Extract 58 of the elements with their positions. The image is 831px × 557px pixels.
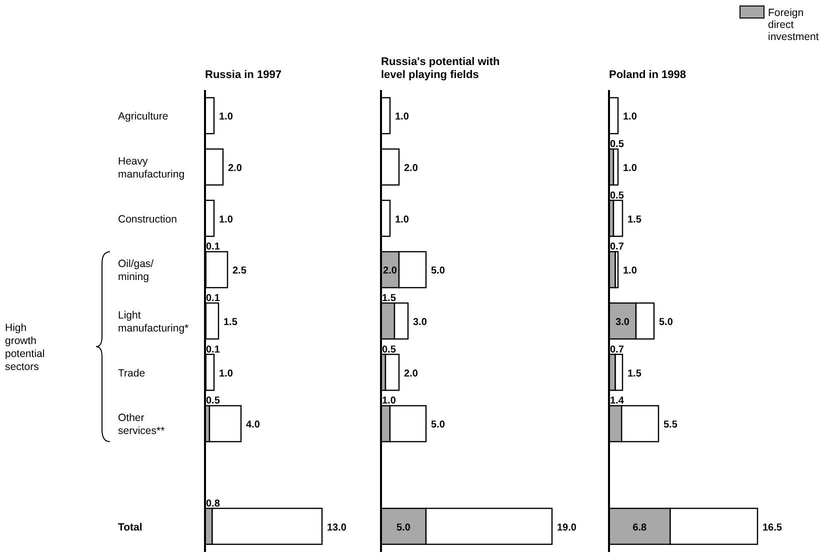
total-label: 5.5 (664, 420, 678, 431)
data-label: 0.5 (206, 396, 220, 407)
bar (208, 405, 242, 442)
total-label: 2.5 (232, 266, 247, 277)
y-tick-label: Heavy manufacturing (118, 156, 185, 180)
total-label: 13.0 (327, 522, 347, 534)
data-label: 6.8 (632, 522, 647, 534)
chart-title: Russia's potential with level playing fields (381, 56, 500, 81)
y-tick-label: Total (118, 521, 142, 534)
total-label: 2.0 (228, 163, 242, 174)
data-label: 1.5 (382, 293, 396, 304)
total-label: 5.0 (431, 266, 446, 277)
total-label: 1.0 (623, 266, 638, 277)
total-label: 4.0 (246, 420, 260, 431)
data-label: 2.0 (383, 266, 398, 277)
data-label: 0.5 (610, 190, 624, 202)
data-label: 5.0 (396, 522, 411, 534)
total-label: 1.0 (219, 112, 234, 123)
total-label: 16.5 (762, 522, 782, 534)
bar (384, 354, 400, 391)
bar (612, 148, 619, 186)
y-tick-label: Other services** (118, 412, 165, 438)
total-label: 1.0 (219, 368, 234, 380)
bar (612, 200, 624, 237)
chart-title: Poland in 1998 (609, 69, 686, 81)
total-label: 19.0 (557, 522, 577, 534)
y-tick-label: Oil/gas/mining (118, 258, 154, 284)
data-label: 0.8 (206, 498, 220, 510)
y-tick-label: Agriculture (118, 110, 168, 123)
total-label: 1.5 (628, 368, 642, 380)
y-tick-label: Light manufacturing* (118, 310, 189, 334)
chart-title: Russia in 1997 (205, 69, 282, 81)
data-label: 0.5 (382, 344, 396, 356)
total-label: 3.0 (413, 317, 428, 328)
legend-label: Foreign direct investment (768, 7, 819, 43)
total-label: 2.0 (404, 368, 418, 380)
total-label: 5.0 (431, 420, 446, 431)
data-label: 1.0 (382, 396, 396, 407)
data-label: 0.1 (206, 293, 220, 304)
data-label: 1.4 (610, 396, 624, 407)
data-label: 0.5 (610, 139, 624, 150)
data-label: 0.7 (610, 242, 624, 253)
data-label: 0.7 (610, 344, 624, 356)
data-label: 3.0 (616, 317, 630, 328)
total-label: 5.0 (659, 317, 674, 328)
total-label: 2.0 (404, 163, 418, 174)
data-label: 0.1 (206, 242, 220, 253)
total-label: 1.0 (623, 112, 638, 123)
text: High growth potential sectors (5, 322, 45, 374)
total-label: 1.0 (395, 214, 410, 226)
y-tick-label: Trade (118, 367, 146, 380)
data-label: 0.1 (206, 344, 220, 356)
y-tick-label: Construction (118, 213, 178, 226)
total-label: 1.5 (224, 317, 238, 328)
total-label: 1.0 (623, 163, 638, 174)
total-label: 1.0 (395, 112, 410, 123)
total-label: 1.0 (219, 214, 234, 226)
total-label: 1.5 (628, 214, 642, 226)
